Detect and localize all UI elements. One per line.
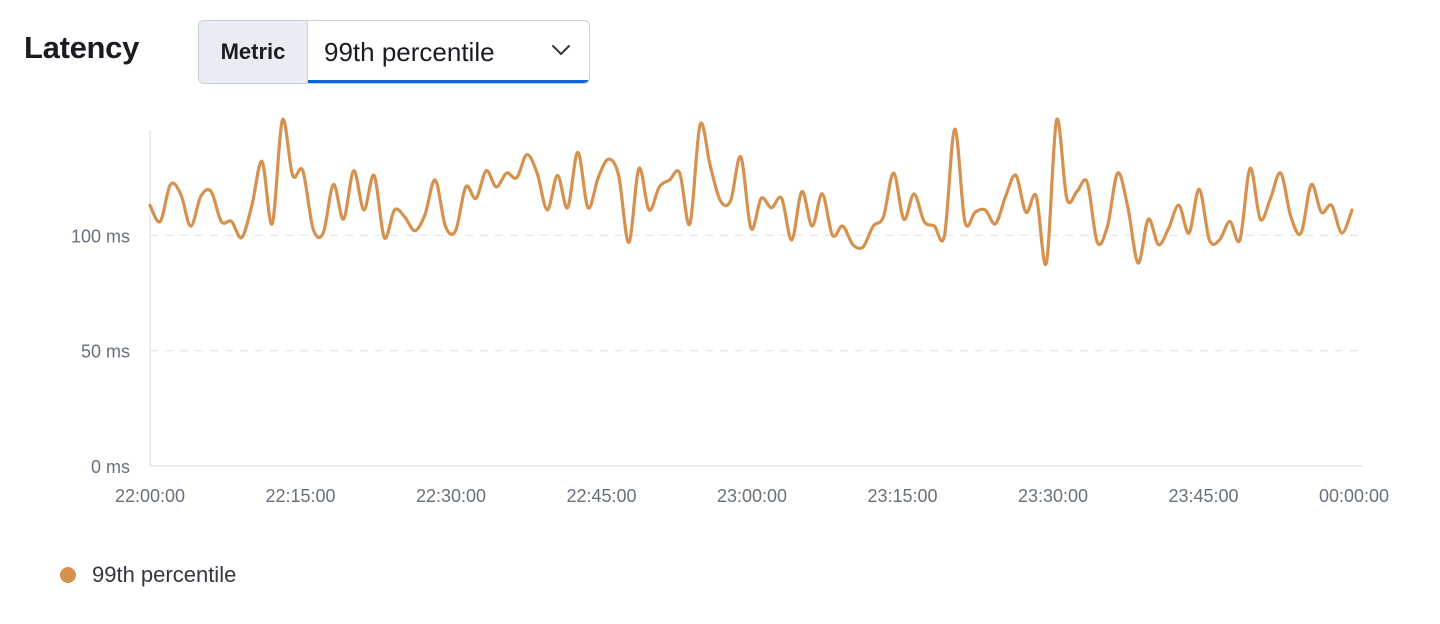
page-title: Latency bbox=[24, 30, 140, 65]
y-tick-label: 50 ms bbox=[81, 342, 130, 362]
x-tick-label: 23:45:00 bbox=[1168, 486, 1238, 506]
y-tick-label: 0 ms bbox=[91, 457, 130, 477]
metric-select-label: Metric bbox=[199, 21, 308, 83]
x-tick-label: 22:30:00 bbox=[416, 486, 486, 506]
x-tick-label: 22:00:00 bbox=[115, 486, 185, 506]
metric-select-value-field[interactable]: 99th percentile bbox=[308, 21, 589, 83]
y-tick-label: 100 ms bbox=[71, 226, 130, 246]
x-tick-label: 23:15:00 bbox=[867, 486, 937, 506]
chart-series bbox=[148, 117, 1354, 267]
x-tick-label: 00:00:00 bbox=[1319, 486, 1389, 506]
x-tick-label: 22:15:00 bbox=[265, 486, 335, 506]
chevron-down-icon[interactable] bbox=[551, 43, 571, 57]
legend-series-label[interactable]: 99th percentile bbox=[92, 562, 237, 587]
x-tick-label: 22:45:00 bbox=[566, 486, 636, 506]
metric-select-value: 99th percentile bbox=[324, 36, 495, 67]
x-tick-label: 23:00:00 bbox=[717, 486, 787, 506]
legend-series-dot bbox=[60, 567, 76, 583]
chart-axes bbox=[149, 130, 1362, 467]
chart-tick-labels: 0 ms 50 ms 100 ms 22:00:00 22:15:00 22:30:00 2… bbox=[71, 226, 1389, 506]
metric-select[interactable]: Metric 99th percentile bbox=[198, 20, 590, 84]
series-line-99th-percentile[interactable] bbox=[148, 117, 1354, 267]
latency-chart: 0 ms 50 ms 100 ms 22:00:00 22:15:00 22:30:00 2… bbox=[71, 117, 1389, 506]
chart-gridlines bbox=[150, 234, 1362, 352]
x-tick-label: 23:30:00 bbox=[1018, 486, 1088, 506]
chart-legend: 99th percentile bbox=[60, 562, 236, 588]
